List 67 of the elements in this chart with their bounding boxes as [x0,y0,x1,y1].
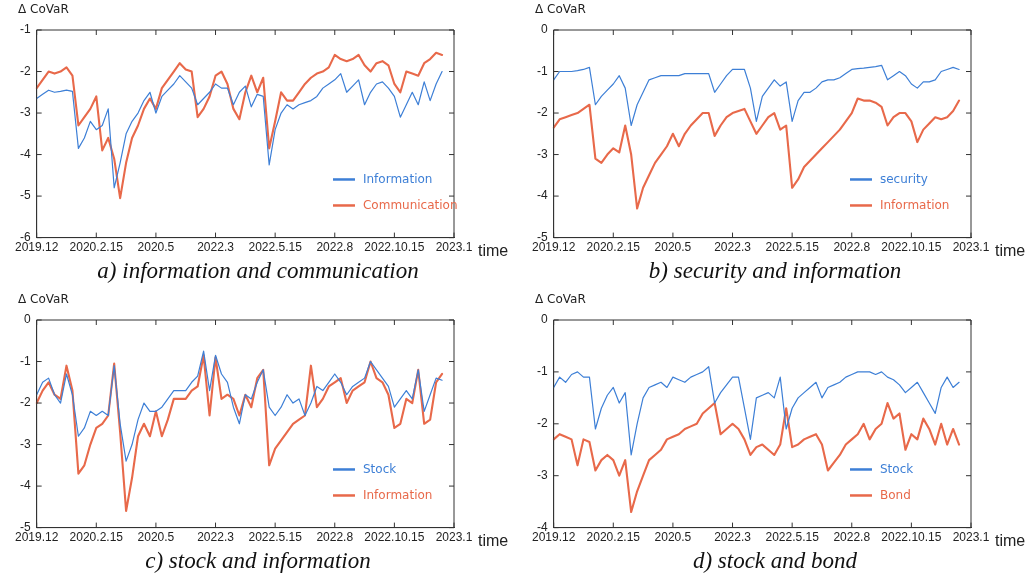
x-tick-label: 2020.2.15 [586,530,641,545]
legend-label: Stock [362,461,397,476]
x-tick-label: 2020.5 [137,530,175,545]
x-tick-label: 2023.1 [952,530,990,545]
x-tick-label: 2020.2.15 [586,240,641,255]
legend-label: Information [362,487,433,502]
legend-label: Stock [879,461,914,476]
x-tick-label: 2022.8 [833,530,871,545]
y-tick-label: -2 [537,105,548,120]
x-axis-title: time [995,242,1026,260]
x-tick-label: 2019.12 [531,530,576,545]
y-axis-title: Δ CoVaR [18,2,69,17]
x-tick-label: 2022.8 [316,240,354,255]
y-axis-title: Δ CoVaR [18,292,69,307]
text: d) stock and bond [691,548,859,574]
y-tick-label: -1 [20,353,31,368]
x-tick-label: 2023.1 [952,240,990,255]
text: b) security and information [647,258,903,284]
legend-label: Information [362,171,433,186]
y-tick-label: -3 [20,436,31,451]
x-axis-title: time [995,532,1026,550]
x-tick-label: 2022.3 [197,530,235,545]
y-axis-title: Δ CoVaR [535,2,586,17]
x-tick-label: 2020.5 [654,240,692,255]
x-tick-label: 2022.3 [714,530,752,545]
x-tick-label: 2022.5.15 [248,530,303,545]
legend-label: Bond [879,487,911,502]
text: c) stock and information [144,548,372,574]
x-tick-label: 2020.2.15 [69,240,124,255]
x-tick-label: 2022.10.15 [881,240,942,255]
x-tick-label: 2023.1 [435,530,473,545]
y-tick-label: -1 [20,22,31,37]
y-tick-label: -2 [20,63,31,78]
y-tick-label: -2 [20,395,31,410]
x-tick-label: 2023.1 [435,240,473,255]
x-tick-label: 2022.10.15 [881,530,942,545]
x-tick-label: 2022.8 [316,530,354,545]
x-tick-label: 2022.10.15 [364,530,425,545]
x-axis-title: time [478,242,509,260]
y-tick-label: 0 [540,312,548,327]
y-tick-label: 0 [540,22,548,37]
x-tick-label: 2022.3 [197,240,235,255]
text: a) information and communication [96,258,420,284]
legend-label: Information [879,197,950,212]
x-tick-label: 2022.3 [714,240,752,255]
y-tick-label: -3 [20,105,31,120]
x-tick-label: 2020.2.15 [69,530,124,545]
y-tick-label: -2 [537,416,548,431]
y-tick-label: -1 [537,63,548,78]
x-tick-label: 2022.5.15 [248,240,303,255]
y-tick-label: -3 [537,146,548,161]
y-tick-label: -1 [537,364,548,379]
y-tick-label: 0 [23,312,31,327]
x-tick-label: 2022.5.15 [765,530,820,545]
y-tick-label: -3 [537,468,548,483]
y-tick-label: -4 [20,478,31,493]
y-axis-title: Δ CoVaR [535,292,586,307]
x-tick-label: 2020.5 [137,240,175,255]
legend-label: security [879,171,928,186]
y-tick-label: -5 [20,188,31,203]
y-tick-label: -4 [20,146,31,161]
y-tick-label: -4 [537,188,548,203]
x-tick-label: 2022.5.15 [765,240,820,255]
x-tick-label: 2022.10.15 [364,240,425,255]
x-axis-title: time [478,532,509,550]
x-tick-label: 2022.8 [833,240,871,255]
x-tick-label: 2020.5 [654,530,692,545]
